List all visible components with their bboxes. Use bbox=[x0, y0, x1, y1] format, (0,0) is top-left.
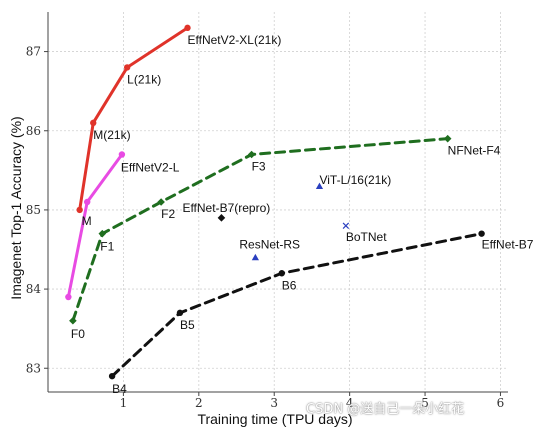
point-label: EffNet-B7(repro) bbox=[182, 201, 270, 215]
point-label: L(21k) bbox=[127, 72, 161, 86]
point-marker bbox=[176, 309, 184, 317]
y-tick-label: 85 bbox=[26, 203, 41, 217]
grid-lines bbox=[48, 12, 508, 392]
x-axis-title: Training time (TPU days) bbox=[197, 411, 352, 427]
y-tick-label: 86 bbox=[26, 124, 41, 138]
point-marker bbox=[315, 182, 324, 190]
point-label: ViT-L/16(21k) bbox=[319, 173, 391, 187]
series-line bbox=[78, 26, 190, 212]
point-marker bbox=[184, 24, 191, 32]
point-marker bbox=[278, 270, 285, 277]
point-marker bbox=[247, 150, 256, 159]
point-marker bbox=[443, 134, 452, 143]
x-tick-label: 6 bbox=[497, 396, 505, 410]
point-marker bbox=[123, 64, 131, 71]
y-tick-label: 87 bbox=[26, 45, 41, 59]
x-tick-label: 5 bbox=[421, 396, 429, 410]
point-marker bbox=[84, 198, 91, 206]
point-label: F2 bbox=[161, 207, 175, 221]
y-axis-title: Imagenet Top-1 Accuracy (%) bbox=[8, 116, 24, 299]
point-marker bbox=[342, 222, 350, 229]
point-label: M bbox=[82, 214, 92, 228]
point-marker bbox=[251, 253, 259, 261]
point-marker bbox=[118, 151, 126, 158]
watermark: CSDN @送自己一朵小红花 bbox=[306, 402, 465, 417]
series-line bbox=[110, 232, 484, 378]
point-marker bbox=[98, 229, 107, 238]
point-label: ResNet-RS bbox=[239, 237, 300, 251]
x-tick-label: 4 bbox=[346, 396, 354, 410]
point-label: B6 bbox=[282, 278, 297, 292]
point-label: B5 bbox=[180, 318, 195, 332]
y-tick-label: 84 bbox=[26, 282, 42, 296]
point-label: NFNet-F4 bbox=[448, 144, 501, 158]
point-label: EffNetV2-XL(21k) bbox=[188, 33, 282, 47]
point-label: M(21k) bbox=[93, 128, 130, 142]
point-label: F3 bbox=[252, 160, 266, 174]
point-marker bbox=[108, 372, 116, 380]
point-marker bbox=[69, 316, 77, 325]
data-points bbox=[65, 24, 485, 380]
point-label: F1 bbox=[100, 240, 114, 254]
point-marker bbox=[157, 198, 165, 206]
y-tick-label: 83 bbox=[26, 361, 41, 375]
point-label: EffNet-B7 bbox=[482, 238, 534, 252]
x-tick-label: 1 bbox=[120, 396, 128, 410]
point-label: BoTNet bbox=[346, 230, 387, 244]
point-marker bbox=[65, 293, 72, 301]
tick-labels: 1 2 3 4 5 6 83 84 85 86 87 bbox=[26, 45, 505, 410]
point-marker bbox=[90, 119, 97, 127]
point-label: EffNetV2-L bbox=[121, 161, 180, 175]
point-label: F0 bbox=[71, 327, 85, 341]
point-marker bbox=[478, 230, 485, 237]
point-marker bbox=[217, 214, 226, 222]
x-tick-label: 2 bbox=[195, 396, 203, 410]
x-tick-label: 3 bbox=[270, 396, 278, 410]
axes bbox=[44, 12, 508, 396]
point-label: B4 bbox=[112, 382, 127, 396]
point-labels: M M(21k) L(21k) EffNetV2-XL(21k) EffNetV2-L F… bbox=[71, 33, 534, 396]
point-marker bbox=[76, 206, 83, 214]
